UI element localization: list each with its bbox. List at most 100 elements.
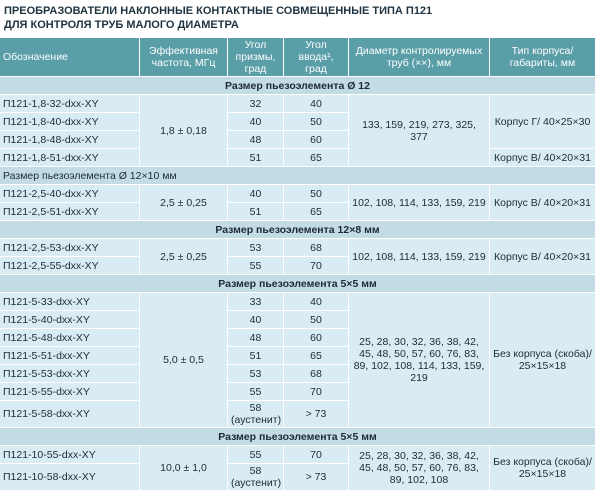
data-row: П121-2,5-53-dxx-XY 2,5 ± 0,25 53 68 102, 108… [0, 239, 596, 275]
designation: П121-5-53-dxx-XY [0, 365, 140, 383]
input-angle: 50 [284, 113, 349, 131]
prism-angle: 51 [228, 203, 284, 221]
designation: П121-1,8-40-dxx-XY [0, 113, 140, 131]
prism-angle: 53 [228, 365, 284, 383]
input-angle: 68 [284, 365, 349, 383]
body-type: Без корпуса (скоба)/ 25×15×18 [490, 446, 596, 491]
title-line: ПРЕОБРАЗОВАТЕЛИ НАКЛОННЫЕ КОНТАКТНЫЕ СОВ… [4, 5, 433, 17]
data-row: П121-2,5-40-dxx-XY 2,5 ± 0,25 40 50 102, 108… [0, 185, 596, 221]
designation: П121-2,5-53-dxx-XY [0, 239, 140, 257]
prism-angle: 40 [228, 185, 284, 203]
prism-angle: 53 [228, 239, 284, 257]
section-row: Размер пьезоэлемента Ø 12×10 мм [0, 167, 596, 185]
input-angle: 40 [284, 95, 349, 113]
section-title: Размер пьезоэлемента Ø 12×10 мм [0, 167, 596, 185]
prism-angle: 40 [228, 311, 284, 329]
body-type: Корпус В/ 40×20×31 [490, 149, 596, 167]
header-cell: Эффективная частота, МГц [140, 38, 228, 77]
frequency: 5,0 ± 0,5 [140, 293, 228, 428]
section-row: Размер пьезоэлемента 12×8 мм [0, 221, 596, 239]
designation: П121-5-58-dxx-XY [0, 401, 140, 428]
diameters: 25, 28, 30, 32, 36, 38, 42, 45, 48, 50, … [349, 446, 490, 491]
data-row: П121-5-33-dxx-XY 5,0 ± 0,5 33 40 25, 28, 30,… [0, 293, 596, 428]
header-cell: Угол ввода¹, град [284, 38, 349, 77]
designation: П121-1,8-48-dxx-XY [0, 131, 140, 149]
prism-angle: 33 [228, 293, 284, 311]
designation: П121-2,5-55-dxx-XY [0, 257, 140, 275]
data-row: П121-5-55-dxx-XY 55 70 [0, 383, 596, 401]
section-row: Размер пьезоэлемента Ø 12 [0, 77, 596, 95]
input-angle: 65 [284, 203, 349, 221]
input-angle: 65 [284, 347, 349, 365]
data-row: П121-5-48-dxx-XY 48 60 [0, 329, 596, 347]
input-angle: 40 [284, 293, 349, 311]
prism-angle: 58 (аустенит) [228, 401, 284, 428]
input-angle: 70 [284, 383, 349, 401]
prism-angle: 51 [228, 347, 284, 365]
frequency: 10,0 ± 1,0 [140, 446, 228, 491]
designation: П121-2,5-51-dxx-XY [0, 203, 140, 221]
section-title: Размер пьезоэлемента 12×8 мм [0, 221, 596, 239]
data-row: П121-5-53-dxx-XY 53 68 [0, 365, 596, 383]
body-type: Корпус Г/ 40×25×30 [490, 95, 596, 149]
diameters: 25, 28, 30, 32, 36, 38, 42, 45, 48, 50, … [349, 293, 490, 428]
data-row: П121-10-55-dxx-XY 10,0 ± 1,0 55 70 25, 28, 3… [0, 446, 596, 491]
frequency: 2,5 ± 0,25 [140, 185, 228, 221]
designation: П121-5-33-dxx-XY [0, 293, 140, 311]
data-row: П121-2,5-55-dxx-XY 55 70 [0, 257, 596, 275]
designation: П121-1,8-51-dxx-XY [0, 149, 140, 167]
input-angle: 70 [284, 257, 349, 275]
prism-angle: 40 [228, 113, 284, 131]
input-angle: 60 [284, 329, 349, 347]
section-title: Размер пьезоэлемента 5×5 мм [0, 428, 596, 446]
designation: П121-5-40-dxx-XY [0, 311, 140, 329]
designation: П121-2,5-40-dxx-XY [0, 185, 140, 203]
designation: П121-10-55-dxx-XY [0, 446, 140, 464]
input-angle: 68 [284, 239, 349, 257]
data-row: П121-1,8-32-dxx-XY 1,8 ± 0,18 32 40 133, 159… [0, 95, 596, 167]
data-row: П121-2,5-51-dxx-XY 51 65 [0, 203, 596, 221]
page: {"title": ["ПРЕОБРАЗОВАТЕЛИ НАКЛОННЫЕ КО… [0, 4, 596, 491]
body-type: Без корпуса (скоба)/ 25×15×18 [490, 293, 596, 428]
section-row: Размер пьезоэлемента 5×5 мм [0, 275, 596, 293]
prism-angle: 51 [228, 149, 284, 167]
frequency: 1,8 ± 0,18 [140, 95, 228, 167]
prism-angle: 55 [228, 446, 284, 464]
table: Обозначение Эффективная частота, МГц Уго… [0, 38, 596, 491]
input-angle: 50 [284, 311, 349, 329]
prism-angle: 55 [228, 257, 284, 275]
designation: П121-5-51-dxx-XY [0, 347, 140, 365]
header-cell: Тип корпуса/ габариты, мм [490, 38, 596, 77]
title: ПРЕОБРАЗОВАТЕЛИ НАКЛОННЫЕ КОНТАКТНЫЕ СОВ… [4, 4, 592, 32]
section-title: Размер пьезоэлемента Ø 12 [0, 77, 596, 95]
input-angle: > 73 [284, 401, 349, 428]
body-type: Корпус В/ 40×20×31 [490, 239, 596, 275]
input-angle: 60 [284, 131, 349, 149]
diameters: 133, 159, 219, 273, 325, 377 [349, 95, 490, 167]
input-angle: 65 [284, 149, 349, 167]
designation: П121-5-55-dxx-XY [0, 383, 140, 401]
designation: П121-1,8-32-dxx-XY [0, 95, 140, 113]
data-row: П121-1,8-40-dxx-XY 40 50 [0, 113, 596, 131]
header-row: Обозначение Эффективная частота, МГц Уго… [0, 38, 596, 77]
data-row: П121-1,8-48-dxx-XY 48 60 [0, 131, 596, 149]
input-angle: 50 [284, 185, 349, 203]
header-cell: Диаметр контролируемых труб (××), мм [349, 38, 490, 77]
table-body: Размер пьезоэлемента Ø 12 П121-1,8-32-dxx… [0, 77, 596, 491]
header-cell: Обозначение [0, 38, 140, 77]
designation: П121-5-48-dxx-XY [0, 329, 140, 347]
diameters: 102, 108, 114, 133, 159, 219 [349, 185, 490, 221]
input-angle: 70 [284, 446, 349, 464]
body-type: Корпус В/ 40×20×31 [490, 185, 596, 221]
diameters: 102, 108, 114, 133, 159, 219 [349, 239, 490, 275]
data-row: П121-1,8-51-dxx-XY 51 65 Корпус В/ 40×20×31 [0, 149, 596, 167]
frequency: 2,5 ± 0,25 [140, 239, 228, 275]
data-row: П121-5-58-dxx-XY 58 (аустенит) > 73 [0, 401, 596, 428]
data-row: П121-5-40-dxx-XY 40 50 [0, 311, 596, 329]
header-cell: Угол призмы, град [228, 38, 284, 77]
title-line: ДЛЯ КОНТРОЛЯ ТРУБ МАЛОГО ДИАМЕТРА [4, 19, 239, 31]
section-title: Размер пьезоэлемента 5×5 мм [0, 275, 596, 293]
prism-angle: 55 [228, 383, 284, 401]
prism-angle: 32 [228, 95, 284, 113]
section-row: Размер пьезоэлемента 5×5 мм [0, 428, 596, 446]
